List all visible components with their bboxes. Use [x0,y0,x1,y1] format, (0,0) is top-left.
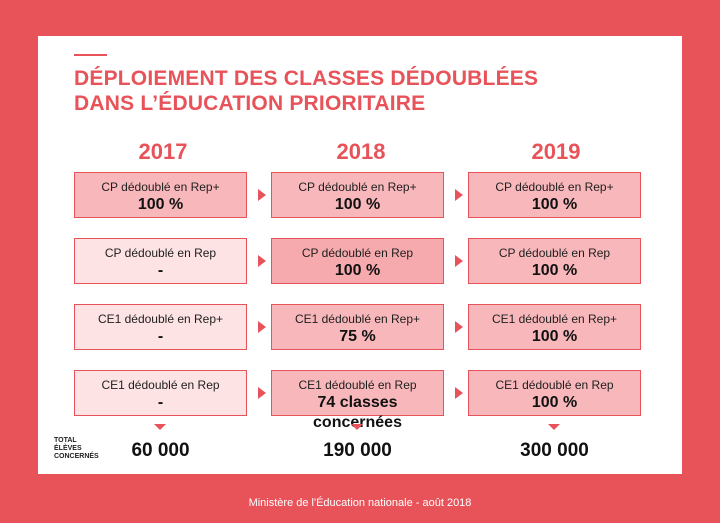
cell-value: 100 % [531,262,578,279]
cell-label: CP dédoublé en Rep [301,246,414,260]
cell-label: CE1 dédoublé en Rep [495,378,614,392]
cell-value: 100 % [531,394,578,411]
arrow-right-icon [455,387,463,399]
total-2019: 300 000 [520,440,589,461]
arrow-right-icon [455,321,463,333]
arrow-right-icon [258,189,266,201]
arrow-right-icon [455,255,463,267]
cell-value: - [157,394,164,411]
cell-r0-c1: CP dédoublé en Rep+ 100 % [271,172,444,218]
total-label-line: ÉLÈVES [54,445,82,452]
cell-r3-c1: CE1 dédoublé en Rep 74 classes concernée… [271,370,444,431]
arrow-right-icon [258,321,266,333]
arrow-right-icon [455,189,463,201]
cell-label: CE1 dédoublé en Rep+ [294,312,421,326]
footer-credit: Ministère de l'Éducation nationale - aoû… [248,497,472,509]
total-label-line: CONCERNÉS [54,453,99,460]
cell-label: CP dédoublé en Rep+ [101,180,220,194]
cell-value: 75 % [339,328,376,345]
cell-label: CE1 dédoublé en Rep [101,378,220,392]
cell-r1-c0: CP dédoublé en Rep - [74,238,247,284]
cell-r0-c0: CP dédoublé en Rep+ 100 % [74,172,247,218]
cell-r2-c2: CE1 dédoublé en Rep+ 100 % [468,304,641,350]
total-label: TOTAL ÉLÈVES CONCERNÉS [54,437,124,461]
title-line-2: DANS L’ÉDUCATION PRIORITAIRE [74,92,426,115]
infographic-card: DÉPLOIEMENT DES CLASSES DÉDOUBLÉES DANS … [38,36,682,474]
arrow-down-icon [548,424,560,430]
year-2018: 2018 [336,139,386,164]
cell-value: 100 % [137,196,184,213]
cell-value: - [157,262,164,279]
year-2019: 2019 [531,139,581,164]
cell-value: 100 % [531,328,578,345]
year-2017: 2017 [138,139,188,164]
cell-r0-c2: CP dédoublé en Rep+ 100 % [468,172,641,218]
cell-value: - [157,328,164,345]
cell-r3-c2: CE1 dédoublé en Rep 100 % [468,370,641,416]
cell-value: 74 classes concernées [313,394,402,431]
arrow-right-icon [258,255,266,267]
cell-label: CP dédoublé en Rep+ [495,180,614,194]
title-line-1: DÉPLOIEMENT DES CLASSES DÉDOUBLÉES [74,67,539,90]
arrow-down-icon [154,424,166,430]
cell-label: CP dédoublé en Rep+ [298,180,417,194]
total-2018: 190 000 [323,440,392,461]
cell-r2-c0: CE1 dédoublé en Rep+ - [74,304,247,350]
cell-value: 100 % [334,196,381,213]
cell-label: CE1 dédoublé en Rep+ [97,312,224,326]
total-label-line: TOTAL [54,437,77,444]
arrow-down-icon [351,424,363,430]
page-title: DÉPLOIEMENT DES CLASSES DÉDOUBLÉES DANS … [74,66,538,116]
accent-line [74,54,107,56]
arrow-right-icon [258,387,266,399]
cell-value: 100 % [334,262,381,279]
total-2017: 60 000 [131,440,190,461]
cell-value: 100 % [531,196,578,213]
cell-r1-c2: CP dédoublé en Rep 100 % [468,238,641,284]
cell-r2-c1: CE1 dédoublé en Rep+ 75 % [271,304,444,350]
cell-r1-c1: CP dédoublé en Rep 100 % [271,238,444,284]
cell-label: CE1 dédoublé en Rep [298,378,417,392]
cell-label: CP dédoublé en Rep [104,246,217,260]
cell-label: CP dédoublé en Rep [498,246,611,260]
cell-r3-c0: CE1 dédoublé en Rep - [74,370,247,416]
cell-label: CE1 dédoublé en Rep+ [491,312,618,326]
